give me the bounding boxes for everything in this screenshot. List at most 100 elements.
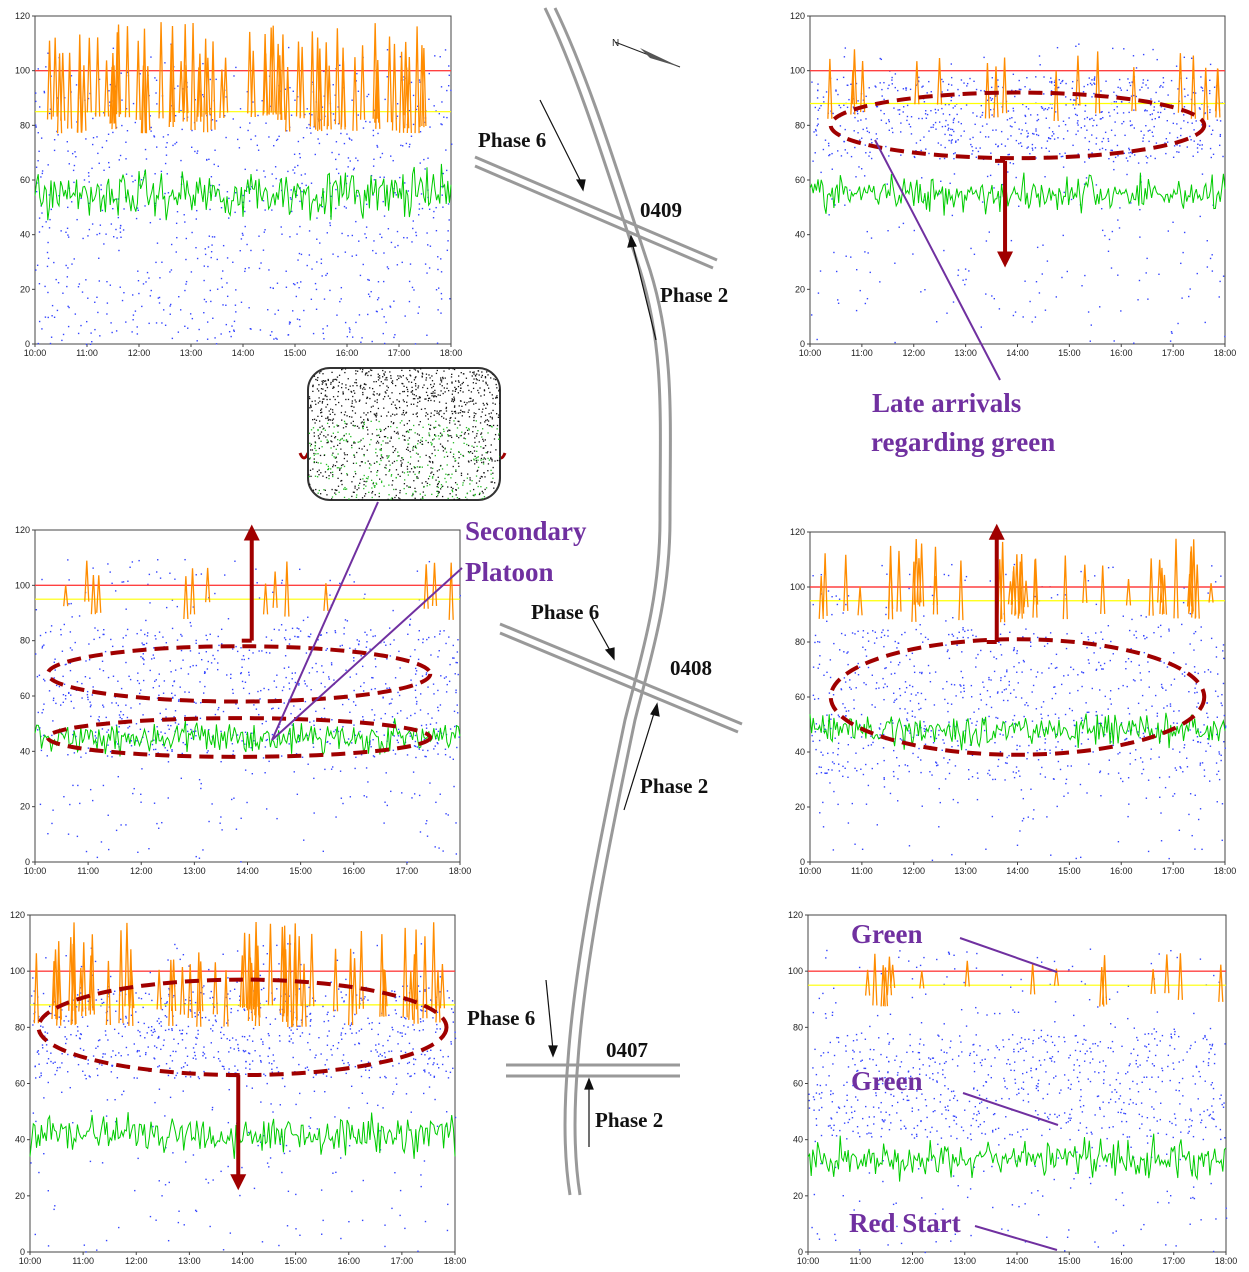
blue-point — [1182, 771, 1184, 773]
blue-point — [1153, 125, 1155, 128]
blue-point — [1112, 160, 1115, 163]
blue-point — [315, 308, 318, 311]
blue-point — [204, 685, 206, 688]
blue-point — [1142, 140, 1144, 142]
blue-point — [102, 784, 105, 787]
blue-point — [114, 1121, 117, 1123]
blue-point — [76, 1026, 79, 1028]
orange-spike — [198, 961, 204, 1012]
blue-point — [264, 229, 266, 231]
blue-point — [437, 268, 439, 271]
blue-point — [952, 635, 955, 637]
blue-point — [347, 235, 349, 237]
blue-point — [1139, 672, 1141, 674]
blue-point — [829, 676, 832, 679]
blue-point — [154, 748, 157, 751]
blue-point — [355, 673, 358, 675]
blue-point — [344, 619, 347, 621]
blue-point — [1190, 57, 1193, 59]
blue-point — [1140, 679, 1142, 681]
blue-point — [991, 815, 994, 818]
orange-spike — [255, 945, 261, 1018]
blue-point — [383, 215, 386, 217]
blue-point — [857, 674, 860, 676]
blue-point — [424, 263, 427, 265]
y-tick-label: 40 — [20, 230, 30, 240]
blue-point — [149, 1215, 152, 1218]
blue-point — [100, 188, 102, 191]
blue-point — [420, 1005, 423, 1008]
blue-point — [417, 105, 419, 108]
blue-point — [1128, 713, 1131, 715]
blue-point — [149, 602, 151, 604]
blue-point — [890, 661, 892, 663]
blue-point — [853, 699, 855, 701]
blue-point — [99, 224, 102, 226]
blue-point — [1131, 152, 1133, 155]
blue-point — [990, 99, 993, 101]
blue-point — [102, 633, 104, 636]
blue-point — [158, 1036, 160, 1039]
blue-point — [189, 1003, 192, 1005]
blue-point — [413, 1058, 415, 1060]
blue-point — [408, 109, 411, 112]
blue-point — [1104, 695, 1106, 698]
orange-spike — [109, 66, 115, 124]
blue-point — [1216, 716, 1218, 718]
blue-point — [67, 236, 70, 238]
blue-point — [358, 1030, 360, 1032]
blue-point — [1117, 753, 1119, 755]
y-tick-label: 100 — [15, 580, 30, 590]
blue-point — [316, 217, 318, 219]
blue-point — [297, 741, 300, 743]
orange-spike — [419, 45, 425, 128]
blue-point — [1122, 615, 1124, 617]
blue-point — [844, 204, 846, 206]
blue-point — [855, 176, 857, 178]
blue-point — [119, 227, 122, 229]
blue-point — [1007, 138, 1009, 140]
blue-point — [1156, 715, 1159, 717]
orange-spikes — [46, 22, 427, 134]
orange-spike — [156, 969, 162, 1010]
blue-point — [1151, 113, 1153, 115]
blue-point — [166, 1001, 168, 1003]
blue-point — [157, 297, 160, 299]
blue-point — [425, 673, 427, 676]
orange-spike — [859, 61, 866, 113]
blue-point — [387, 228, 390, 230]
blue-point — [299, 1025, 301, 1027]
blue-point — [963, 687, 965, 689]
blue-point — [47, 257, 50, 260]
blue-point — [72, 784, 74, 787]
blue-point — [383, 342, 386, 345]
blue-point — [823, 101, 825, 103]
blue-point — [451, 1000, 454, 1002]
blue-point — [148, 322, 150, 325]
blue-point — [180, 1067, 183, 1069]
blue-point — [119, 231, 122, 233]
blue-point — [63, 623, 66, 626]
blue-point — [843, 677, 846, 679]
x-tick-label: 13:00 — [953, 1256, 976, 1266]
blue-point — [928, 80, 930, 83]
blue-point — [909, 684, 911, 687]
blue-point — [1191, 122, 1193, 124]
blue-point — [1122, 112, 1125, 114]
blue-point — [1137, 731, 1139, 733]
blue-point — [853, 112, 855, 114]
blue-point — [1159, 86, 1161, 88]
blue-point — [199, 681, 201, 683]
blue-point — [210, 176, 213, 178]
blue-point — [335, 168, 338, 170]
blue-point — [906, 115, 909, 118]
blue-point — [87, 747, 90, 749]
blue-point — [1049, 749, 1051, 751]
blue-point — [172, 144, 174, 147]
blue-point — [288, 1040, 290, 1043]
blue-point — [167, 724, 169, 727]
blue-point — [1223, 714, 1226, 717]
blue-point — [1006, 670, 1008, 673]
blue-point — [376, 146, 379, 148]
blue-point — [1045, 147, 1047, 149]
